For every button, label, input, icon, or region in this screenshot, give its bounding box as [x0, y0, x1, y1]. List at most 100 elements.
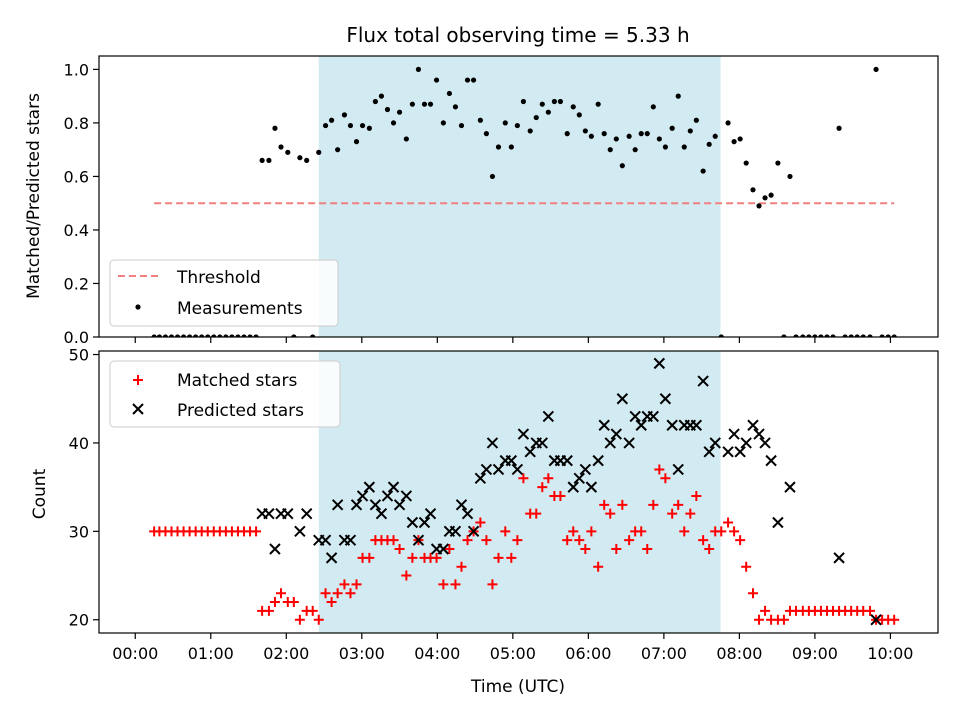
- bottom-y-tick-label: 50: [69, 346, 89, 365]
- measurements-point: [557, 98, 564, 105]
- measurements-point: [854, 334, 860, 337]
- measurements-point: [879, 334, 885, 337]
- measurements-point: [527, 128, 533, 134]
- predicted-stars-point: [709, 437, 721, 449]
- matched-stars-point: [313, 614, 324, 625]
- matched-stars-point: [580, 544, 591, 555]
- predicted-stars-point: [400, 490, 413, 502]
- matched-stars-point: [320, 588, 331, 599]
- measurements-point: [613, 136, 619, 142]
- predicted-stars-point: [690, 419, 703, 431]
- predicted-stars-point: [579, 463, 592, 476]
- predicted-stars-point: [363, 481, 376, 493]
- predicted-stars-point: [350, 499, 363, 511]
- predicted-stars-point: [492, 463, 505, 476]
- predicted-stars-point: [282, 507, 294, 520]
- legend-threshold-label: Threshold: [176, 268, 261, 288]
- predicted-stars-point: [598, 419, 610, 431]
- measurements-point: [489, 173, 496, 180]
- measurements-point: [470, 77, 477, 83]
- measurements-point: [656, 136, 662, 142]
- measurements-point: [539, 101, 545, 107]
- top-y-tick-label: 0.0: [64, 328, 89, 347]
- predicted-stars-point: [659, 393, 672, 405]
- top-legend-box: [109, 259, 339, 327]
- bottom-legend: Matched stars Predicted stars: [109, 360, 341, 428]
- matched-stars-point: [307, 605, 318, 616]
- measurements-point: [199, 334, 205, 337]
- bottom-y-axis-label: Count: [30, 468, 50, 519]
- predicted-stars-point: [331, 499, 344, 511]
- measurements-point: [700, 168, 706, 174]
- measurements-point: [390, 120, 397, 126]
- predicted-stars-point: [480, 463, 493, 476]
- measurements-point: [824, 334, 830, 337]
- measurements-point: [793, 334, 799, 337]
- matched-stars-point: [648, 499, 659, 510]
- measurements-point: [570, 104, 576, 110]
- predicted-stars-point: [455, 499, 468, 511]
- measurements-point: [174, 334, 181, 337]
- measurements-point: [483, 131, 490, 137]
- predicted-stars-point: [833, 552, 845, 564]
- measurements-point: [446, 90, 453, 97]
- x-tick-label: 10:00: [867, 644, 913, 663]
- measurements-point: [564, 131, 570, 137]
- measurements-point: [743, 160, 749, 166]
- measurements-point: [322, 122, 329, 129]
- measurements-point: [409, 101, 415, 107]
- predicted-stars-point: [635, 419, 647, 431]
- predicted-stars-point: [424, 507, 437, 520]
- matched-stars-point: [388, 535, 399, 546]
- matched-stars-point: [450, 579, 461, 590]
- predicted-stars-point: [765, 454, 777, 467]
- matched-stars-point: [288, 597, 299, 608]
- legend-matched-swatch: [133, 375, 143, 385]
- measurements-point: [205, 334, 211, 337]
- measurements-point: [762, 195, 768, 201]
- measurements-point: [211, 334, 217, 337]
- predicted-stars-point: [784, 481, 796, 493]
- measurements-point: [693, 117, 699, 123]
- measurements-point: [229, 334, 235, 337]
- matched-stars-point: [438, 579, 449, 590]
- measurements-point: [304, 157, 310, 163]
- measurements-point: [731, 139, 737, 145]
- matched-stars-point: [444, 544, 455, 555]
- x-tick-label: 01:00: [188, 644, 234, 663]
- matched-stars-point: [679, 526, 690, 537]
- measurements-point: [247, 334, 253, 337]
- measurements-point: [576, 112, 582, 118]
- top-y-tick-label: 0.2: [64, 274, 89, 293]
- predicted-stars-point: [722, 446, 734, 458]
- predicted-stars-point: [672, 463, 684, 476]
- measurements-point: [464, 77, 471, 83]
- measurements-point: [681, 144, 687, 150]
- measurements-point: [806, 334, 812, 337]
- bottom-observing-window: [318, 351, 721, 633]
- measurements-point: [341, 112, 348, 118]
- matched-stars-point: [723, 517, 734, 528]
- matched-stars-point: [294, 614, 305, 625]
- predicted-stars-point: [294, 525, 306, 538]
- matched-stars-point: [889, 614, 900, 625]
- measurements-point: [241, 334, 247, 337]
- predicted-stars-point: [356, 490, 369, 502]
- measurements-point: [193, 334, 199, 337]
- matched-stars-point: [456, 561, 467, 572]
- measurements-point: [873, 66, 879, 72]
- top-plot-area: [151, 56, 897, 337]
- predicted-stars-point: [449, 525, 462, 538]
- predicted-stars-point: [412, 534, 425, 546]
- measurements-point: [502, 120, 508, 126]
- measurements-point: [495, 144, 502, 150]
- measurements-point: [266, 157, 272, 163]
- matched-stars-point: [760, 605, 771, 616]
- top-y-tick-label: 0.6: [64, 167, 89, 186]
- measurements-point: [421, 101, 428, 107]
- x-axis-label: Time (UTC): [470, 677, 565, 697]
- measurements-point: [626, 133, 632, 139]
- matched-stars-point: [729, 526, 740, 537]
- predicted-stars-point: [393, 499, 406, 511]
- predicted-stars-point: [511, 463, 524, 476]
